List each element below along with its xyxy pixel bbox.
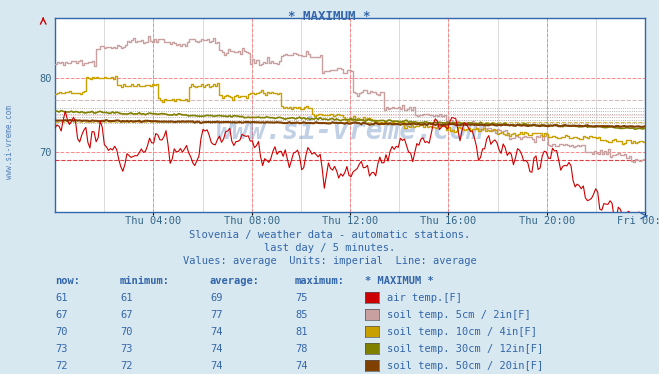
Text: www.si-vreme.com: www.si-vreme.com <box>216 117 484 144</box>
Text: 67: 67 <box>120 310 132 320</box>
Text: 67: 67 <box>55 310 67 320</box>
Text: minimum:: minimum: <box>120 276 170 286</box>
Text: 75: 75 <box>295 293 308 303</box>
Text: soil temp. 50cm / 20in[F]: soil temp. 50cm / 20in[F] <box>387 361 543 371</box>
Text: 73: 73 <box>120 344 132 354</box>
Text: maximum:: maximum: <box>295 276 345 286</box>
Text: 70: 70 <box>55 327 67 337</box>
Text: 78: 78 <box>295 344 308 354</box>
Text: 74: 74 <box>210 327 223 337</box>
Text: average:: average: <box>210 276 260 286</box>
Text: soil temp. 30cm / 12in[F]: soil temp. 30cm / 12in[F] <box>387 344 543 354</box>
Text: 74: 74 <box>295 361 308 371</box>
Text: 81: 81 <box>295 327 308 337</box>
Text: 61: 61 <box>55 293 67 303</box>
Text: www.si-vreme.com: www.si-vreme.com <box>5 105 14 179</box>
Text: soil temp. 10cm / 4in[F]: soil temp. 10cm / 4in[F] <box>387 327 536 337</box>
Text: Slovenia / weather data - automatic stations.: Slovenia / weather data - automatic stat… <box>189 230 470 240</box>
Text: air temp.[F]: air temp.[F] <box>387 293 462 303</box>
Text: 74: 74 <box>210 344 223 354</box>
Text: Values: average  Units: imperial  Line: average: Values: average Units: imperial Line: av… <box>183 256 476 266</box>
Text: 73: 73 <box>55 344 67 354</box>
Text: * MAXIMUM *: * MAXIMUM * <box>288 10 371 24</box>
Text: 72: 72 <box>120 361 132 371</box>
Text: 61: 61 <box>120 293 132 303</box>
Text: 85: 85 <box>295 310 308 320</box>
Text: 70: 70 <box>120 327 132 337</box>
Text: soil temp. 5cm / 2in[F]: soil temp. 5cm / 2in[F] <box>387 310 530 320</box>
Text: 77: 77 <box>210 310 223 320</box>
Text: * MAXIMUM *: * MAXIMUM * <box>365 276 434 286</box>
Text: 74: 74 <box>210 361 223 371</box>
Text: last day / 5 minutes.: last day / 5 minutes. <box>264 243 395 253</box>
Text: now:: now: <box>55 276 80 286</box>
Text: 69: 69 <box>210 293 223 303</box>
Text: 72: 72 <box>55 361 67 371</box>
